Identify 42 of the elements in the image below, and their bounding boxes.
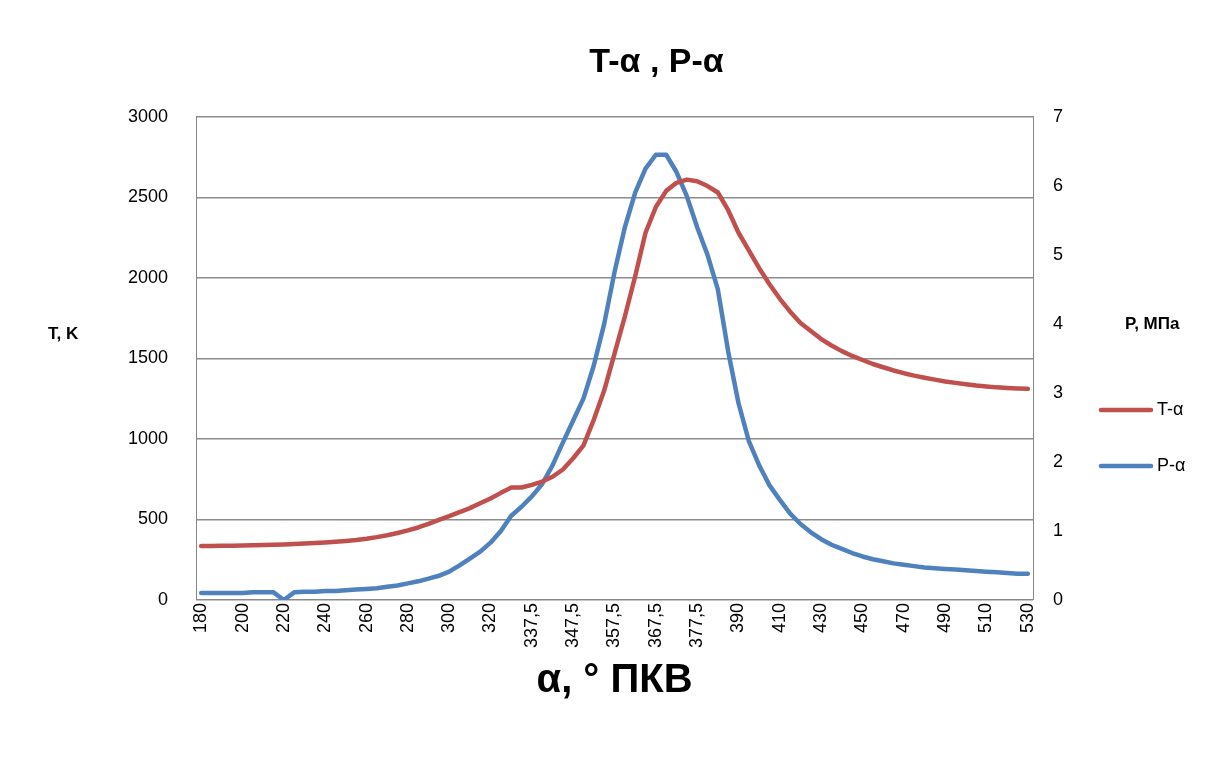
x-tick-label: 280 bbox=[396, 602, 417, 633]
x-tick-label: 470 bbox=[892, 602, 913, 633]
y-tick-label: 0 bbox=[158, 588, 169, 609]
y2-tick-label: 0 bbox=[1053, 588, 1064, 609]
y2-tick-label: 7 bbox=[1053, 105, 1064, 126]
x-tick-label: 410 bbox=[768, 602, 789, 633]
x-axis-title: α, ° ПКВ bbox=[536, 656, 693, 701]
y2-tick-label: 3 bbox=[1053, 381, 1064, 402]
x-tick-label: 430 bbox=[810, 602, 831, 633]
x-tick-label: 490 bbox=[934, 602, 955, 633]
y-tick-label: 1000 bbox=[128, 427, 169, 448]
x-tick-label: 357,5 bbox=[603, 602, 624, 648]
y-tick-label: 500 bbox=[138, 508, 169, 529]
x-tick-label: 367,5 bbox=[644, 602, 665, 648]
x-tick-label: 180 bbox=[190, 602, 211, 633]
y-tick-label: 3000 bbox=[128, 105, 169, 126]
y2-tick-label: 4 bbox=[1053, 312, 1064, 333]
y2-tick-label: 5 bbox=[1053, 243, 1064, 264]
x-tick-label: 347,5 bbox=[562, 602, 583, 648]
y-tick-label: 2500 bbox=[128, 186, 169, 207]
y2-axis-title: P, МПа bbox=[1125, 313, 1180, 333]
x-tick-label: 260 bbox=[355, 602, 376, 633]
y2-tick-label: 6 bbox=[1053, 174, 1064, 195]
x-tick-label: 240 bbox=[314, 602, 335, 633]
legend-label: P-α bbox=[1157, 454, 1186, 475]
legend-label: T-α bbox=[1157, 398, 1184, 419]
x-tick-label: 510 bbox=[975, 602, 996, 633]
x-tick-label: 200 bbox=[231, 602, 252, 633]
y2-tick-label: 1 bbox=[1053, 519, 1064, 540]
x-tick-label: 390 bbox=[727, 602, 748, 633]
y-axis-title: T, K bbox=[48, 323, 79, 343]
x-tick-label: 530 bbox=[1016, 602, 1037, 633]
chart-title: T-α , P-α bbox=[589, 40, 724, 79]
x-tick-label: 337,5 bbox=[520, 602, 541, 648]
x-tick-label: 300 bbox=[438, 602, 459, 633]
y-tick-label: 2000 bbox=[128, 266, 169, 287]
x-tick-label: 377,5 bbox=[686, 602, 707, 648]
x-tick-label: 450 bbox=[851, 602, 872, 633]
x-tick-label: 220 bbox=[272, 602, 293, 633]
x-tick-label: 320 bbox=[479, 602, 500, 633]
y2-tick-label: 2 bbox=[1053, 450, 1064, 471]
y-tick-label: 1500 bbox=[128, 347, 169, 368]
